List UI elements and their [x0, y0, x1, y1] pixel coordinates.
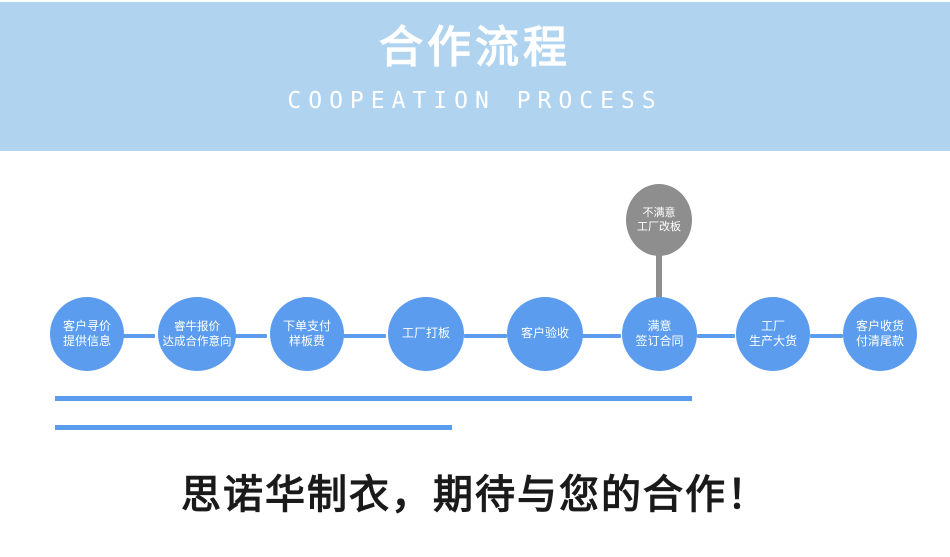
- flow-node-step-7[interactable]: 工厂 生产大货: [736, 297, 810, 371]
- flow-node-step-4[interactable]: 工厂打板: [388, 297, 464, 371]
- flow-node-step-6[interactable]: 满意 签订合同: [622, 297, 697, 371]
- header-banner: 合作流程 COOPEATION PROCESS: [0, 2, 950, 151]
- flow-connector-2-3: [234, 334, 267, 338]
- flow-node-line: 生产大货: [748, 334, 797, 348]
- flow-node-line: 不满意: [642, 205, 676, 219]
- flow-connector-5-6: [582, 334, 621, 338]
- decorative-rule-top: [55, 396, 692, 401]
- flow-node-line: 样板费: [288, 334, 325, 348]
- flow-node-step-1[interactable]: 客户寻价 提供信息: [50, 297, 124, 371]
- flow-node-line: 工厂: [760, 318, 785, 333]
- flow-node-line: 工厂打板: [401, 326, 450, 341]
- flow-node-line: 付清尾款: [855, 334, 904, 348]
- flow-node-line: 客户验收: [520, 326, 569, 341]
- flow-node-step-8[interactable]: 客户收货 付清尾款: [843, 297, 917, 371]
- flow-node-step-5[interactable]: 客户验收: [507, 297, 583, 371]
- decorative-rule-bottom: [55, 425, 452, 430]
- process-flow-diagram: 不满意 工厂改板 客户寻价 提供信息 睿牛报价 达成合作意向 下单支付 样板费 …: [0, 151, 950, 557]
- flow-node-step-2[interactable]: 睿牛报价 达成合作意向: [158, 297, 236, 371]
- page-title: 合作流程: [379, 23, 571, 72]
- flow-node-line: 下单支付: [282, 318, 331, 333]
- flow-node-line: 睿牛报价: [174, 319, 220, 334]
- flow-connector-4-5: [464, 334, 507, 338]
- flow-node-line: 满意: [647, 318, 672, 333]
- flow-node-line: 签订合同: [635, 334, 684, 348]
- flow-node-line: 客户寻价: [62, 318, 111, 333]
- flow-node-line: 提供信息: [62, 334, 111, 348]
- flow-node-step-3[interactable]: 下单支付 样板费: [270, 297, 344, 371]
- footer-slogan: 思诺华制衣，期待与您的合作！: [181, 471, 769, 518]
- page-subtitle: COOPEATION PROCESS: [287, 88, 663, 114]
- flow-connector-7-8: [810, 334, 843, 338]
- flow-connector-6-7: [697, 334, 735, 338]
- flow-connector-1-2: [123, 334, 155, 338]
- flow-connector-3-4: [343, 334, 386, 338]
- branch-connector-line: [656, 222, 662, 302]
- flow-node-branch-unsatisfied[interactable]: 不满意 工厂改板: [626, 184, 692, 256]
- flow-node-line: 客户收货: [855, 318, 904, 333]
- flow-node-line: 达成合作意向: [162, 334, 232, 348]
- flow-node-line: 工厂改板: [637, 220, 681, 233]
